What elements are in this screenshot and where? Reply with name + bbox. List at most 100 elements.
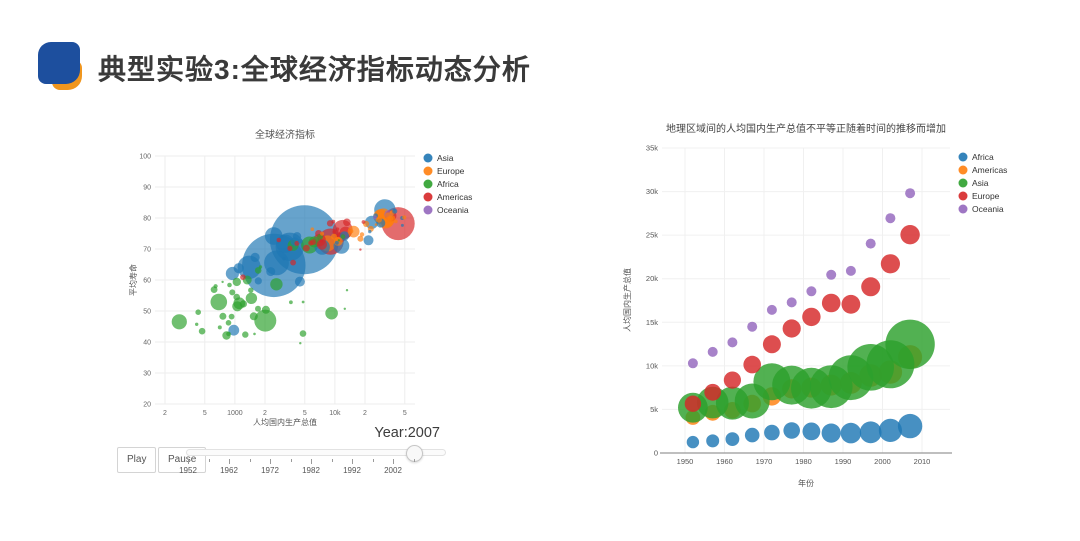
bubble-vietnam[interactable] (264, 227, 283, 245)
bubble-botswana[interactable] (343, 307, 346, 310)
bubble-congo-dem-rep-[interactable] (171, 314, 187, 330)
bubble-new-zealand[interactable] (373, 215, 377, 220)
bubble-malawi[interactable] (219, 312, 227, 320)
bubble-oceania-1977[interactable] (786, 297, 797, 308)
bubble-burundi[interactable] (195, 309, 201, 315)
bubble-hungary[interactable] (357, 235, 364, 242)
bubble-madagascar[interactable] (232, 277, 241, 287)
bubble-puerto-rico[interactable] (361, 220, 366, 224)
bubble-europe-1972[interactable] (762, 335, 781, 354)
bubble-europe-1957[interactable] (704, 383, 722, 401)
bubble-guatemala[interactable] (303, 244, 310, 252)
bubble-africa-2007[interactable] (897, 413, 923, 439)
bubble-el-salvador[interactable] (308, 240, 314, 246)
bubble-africa-1972[interactable] (764, 424, 780, 441)
bubble-serbia[interactable] (331, 233, 337, 240)
bubble-asia-2007[interactable] (885, 319, 935, 369)
bubble-chad[interactable] (255, 305, 261, 312)
bubble-nepal[interactable] (233, 263, 244, 274)
bubble-africa-1992[interactable] (840, 422, 862, 444)
bubble-chile[interactable] (343, 218, 351, 227)
bubble-europe-1992[interactable] (841, 294, 861, 314)
legend-label-asia[interactable]: Asia (437, 153, 454, 163)
gdp-life-expectancy-scatter-chart[interactable]: 20 30 40 50 60 70 80 90 100 2 5 1000 2 5 10k 2 5 全球经济指标人均… (110, 118, 475, 438)
continent-gdp-over-time-bubble-chart[interactable]: 0 5k 10k 15k 20k 25k 30k 35k 1950 1960 1970 1980 199… (615, 110, 1080, 510)
bubble-bolivia[interactable] (290, 259, 296, 266)
bubble-europe-1962[interactable] (723, 371, 741, 389)
bubble-europe-1982[interactable] (802, 307, 821, 327)
bubble-poland[interactable] (347, 225, 360, 238)
bubble-oceania-1987[interactable] (826, 269, 837, 280)
bubble-benin[interactable] (248, 287, 254, 293)
legend-swatch-africa[interactable] (423, 179, 433, 189)
bubble-cote-d-ivoire[interactable] (249, 312, 258, 321)
bubble-oceania-1967[interactable] (747, 321, 758, 332)
bubble-europe-1967[interactable] (743, 355, 761, 374)
bubble-yemen-rep-[interactable] (266, 267, 276, 277)
bubble-oceania-1982[interactable] (806, 286, 817, 297)
bubble-honduras[interactable] (287, 245, 293, 251)
bubble-europe-1977[interactable] (782, 319, 801, 338)
bubble-rwanda[interactable] (225, 320, 232, 326)
bubble-togo[interactable] (227, 282, 232, 288)
bubble-costa-rica[interactable] (331, 219, 336, 224)
bubble-europe-1987[interactable] (821, 293, 841, 313)
legend-label-americas[interactable]: Americas (437, 192, 472, 202)
bubble-africa-1987[interactable] (821, 423, 841, 443)
bubble-iraq[interactable] (294, 276, 305, 287)
bubble-oceania-1997[interactable] (865, 238, 876, 249)
bubble-mali[interactable] (233, 293, 240, 301)
legend-label-europe[interactable]: Europe (437, 166, 465, 176)
bubble-iceland[interactable] (389, 211, 392, 214)
bubble-oceania-2007[interactable] (905, 188, 916, 199)
play-button[interactable]: Play (117, 447, 157, 473)
bubble-oceania-1957[interactable] (707, 346, 718, 357)
year-slider-handle[interactable] (406, 445, 423, 462)
bubble-europe-1952[interactable] (684, 395, 702, 412)
bubble-haiti[interactable] (240, 274, 246, 280)
bubble-gabon[interactable] (345, 289, 349, 292)
bubble-mauritius[interactable] (337, 239, 341, 242)
bubble-oceania-1992[interactable] (845, 265, 856, 276)
bubble-kuwait[interactable] (400, 223, 404, 227)
bubble-oceania-2002[interactable] (885, 213, 896, 224)
legend-swatch-europe[interactable] (958, 191, 968, 201)
legend-swatch-americas[interactable] (423, 192, 433, 202)
bubble-oceania-1972[interactable] (766, 304, 777, 315)
bubble-peru[interactable] (316, 239, 327, 250)
legend-label-americas[interactable]: Americas (972, 165, 1007, 175)
bubble-africa-1982[interactable] (802, 422, 821, 441)
bubble-saudi-arabia[interactable] (363, 235, 374, 246)
bubble-ireland[interactable] (393, 219, 398, 224)
bubble-albania[interactable] (310, 227, 315, 231)
bubble-africa-1967[interactable] (744, 427, 760, 443)
year-slider-track[interactable] (186, 449, 446, 456)
bubble-sudan[interactable] (270, 278, 283, 291)
bubble-finland[interactable] (384, 218, 390, 223)
bubble-burkina-faso[interactable] (239, 300, 247, 308)
bubble-europe-2007[interactable] (900, 225, 920, 245)
bubble-africa-1957[interactable] (706, 434, 720, 448)
bubble-swaziland[interactable] (299, 342, 302, 345)
legend-label-oceania[interactable]: Oceania (437, 205, 469, 215)
bubble-sierra-leone[interactable] (226, 331, 231, 337)
legend-swatch-africa[interactable] (958, 152, 968, 162)
bubble-africa-1952[interactable] (686, 435, 700, 449)
legend-label-africa[interactable]: Africa (437, 179, 459, 189)
bubble-cambodia[interactable] (254, 277, 262, 285)
bubble-africa-1962[interactable] (725, 432, 740, 446)
bubble-africa-1977[interactable] (783, 422, 800, 439)
bubble-greece[interactable] (375, 216, 382, 223)
bubble-korea-dem-rep-[interactable] (250, 252, 260, 262)
bubble-libya[interactable] (340, 234, 346, 239)
legend-swatch-oceania[interactable] (423, 205, 433, 215)
bubble-lebanon[interactable] (335, 240, 339, 245)
legend-swatch-asia[interactable] (423, 153, 433, 163)
bubble-europe-2002[interactable] (880, 254, 900, 274)
bubble-oceania-1962[interactable] (727, 337, 738, 348)
bubble-nicaragua[interactable] (276, 237, 282, 243)
bubble-nigeria[interactable] (254, 309, 277, 332)
legend-swatch-americas[interactable] (958, 165, 968, 175)
legend-label-asia[interactable]: Asia (972, 178, 989, 188)
bubble-slovak-republic[interactable] (359, 232, 365, 237)
